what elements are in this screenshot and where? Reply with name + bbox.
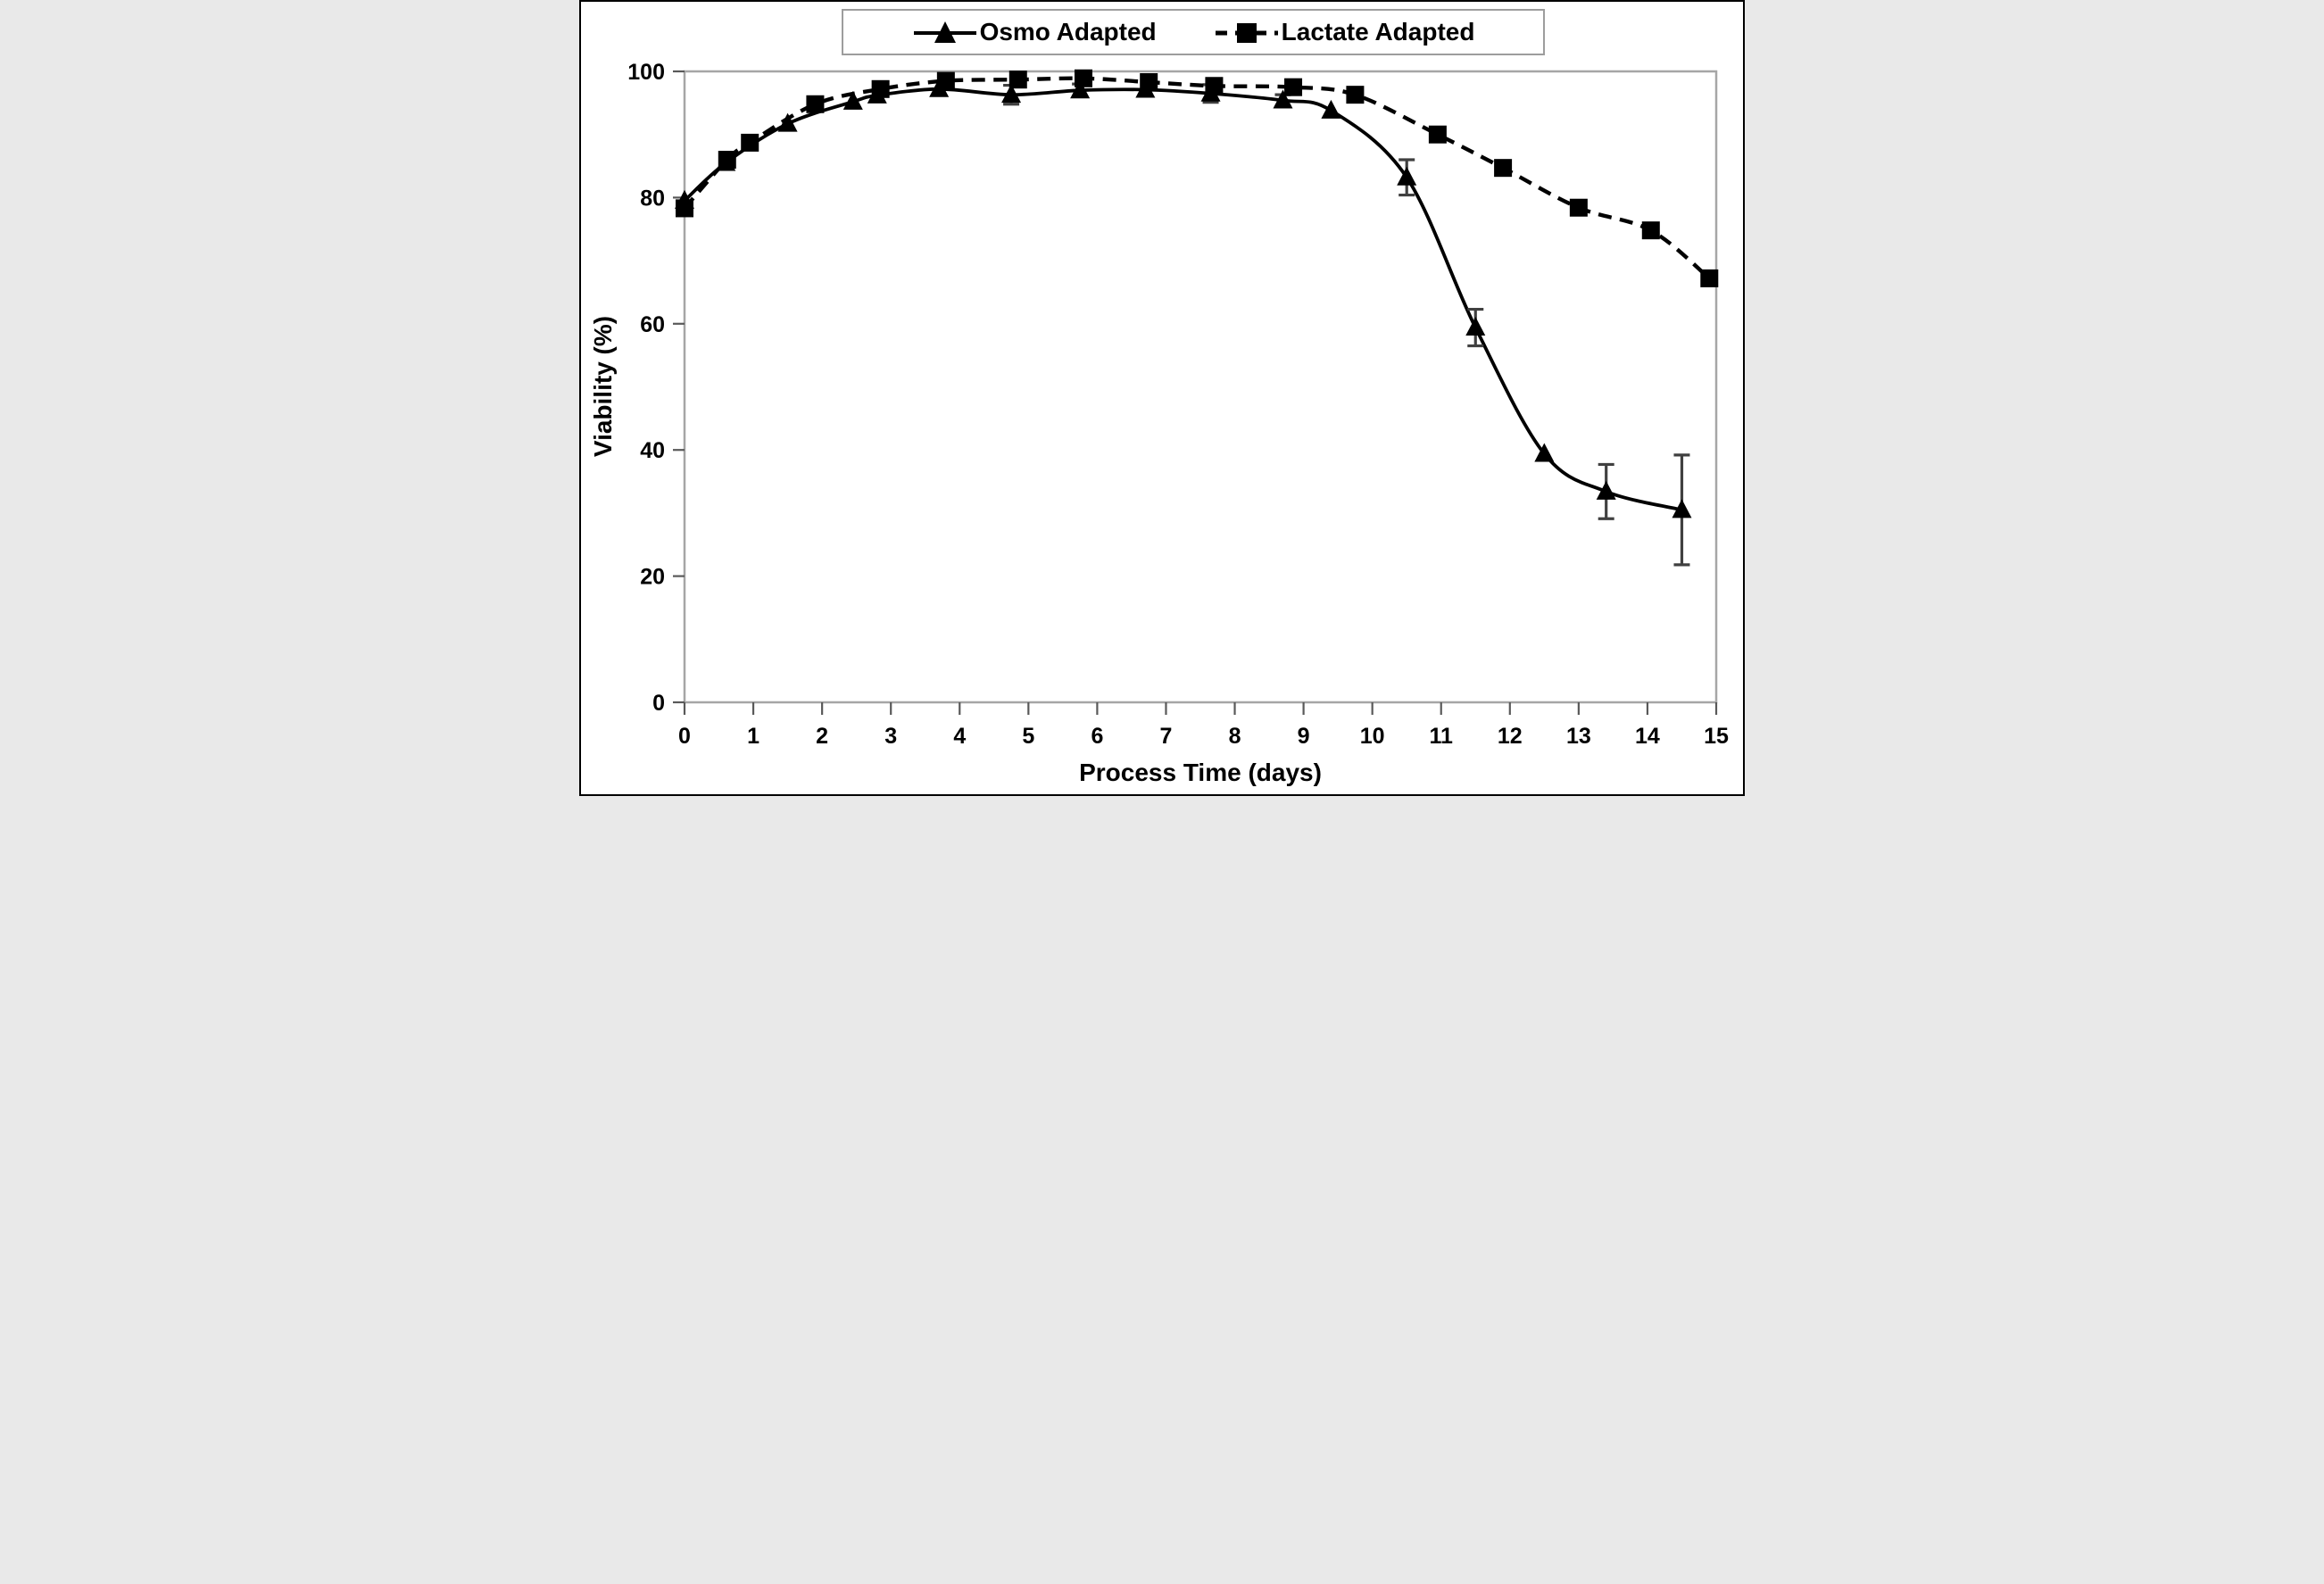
y-tick-label: 0: [652, 691, 665, 716]
x-tick-label: 2: [816, 724, 828, 749]
legend: Osmo Adapted Lactate Adapted: [842, 9, 1545, 55]
y-tick-label: 20: [640, 565, 665, 590]
x-tick-label: 11: [1430, 724, 1454, 749]
series-line-osmo: [683, 87, 1682, 512]
x-tick-label: 9: [1298, 724, 1310, 749]
data-point-square: [676, 199, 693, 218]
x-tick-label: 14: [1635, 724, 1660, 749]
data-point-square: [1205, 77, 1224, 95]
data-point-square: [806, 95, 825, 113]
data-point-triangle: [1070, 79, 1091, 99]
data-point-square: [1569, 198, 1588, 217]
data-point-triangle: [1596, 480, 1616, 500]
y-tick-label: 80: [640, 186, 665, 211]
data-point-square: [1494, 159, 1513, 178]
data-point-triangle: [1534, 443, 1555, 462]
data-point-triangle: [1397, 166, 1417, 186]
data-point-square: [1140, 73, 1158, 92]
x-tick-label: 10: [1360, 724, 1385, 749]
plot-frame: [683, 70, 1718, 704]
x-tick-label: 5: [1022, 724, 1034, 749]
data-point-triangle: [1273, 89, 1293, 109]
y-axis-title: Viability (%): [589, 316, 617, 457]
x-tick-label: 15: [1704, 724, 1729, 749]
x-tick-label: 4: [953, 724, 966, 749]
data-point-triangle: [777, 112, 798, 132]
data-point-square: [1346, 86, 1365, 104]
x-tick-label: 6: [1091, 724, 1103, 749]
y-tick-label: 60: [640, 312, 665, 337]
triangle-marker-icon: [913, 21, 976, 43]
data-point-square: [936, 71, 955, 90]
x-tick-label: 1: [747, 724, 759, 749]
data-point-square: [1008, 70, 1027, 89]
x-tick-label: 7: [1160, 724, 1173, 749]
data-point-triangle: [1672, 499, 1692, 518]
data-point-triangle: [1465, 317, 1486, 336]
square-marker-icon: [1215, 23, 1278, 43]
data-point-square: [1700, 269, 1719, 287]
data-point-triangle: [842, 90, 863, 110]
data-point-square: [1641, 221, 1660, 240]
legend-item-osmo-adapted: Osmo Adapted: [912, 18, 1157, 46]
y-tick-label: 100: [627, 60, 665, 85]
data-point-square: [1074, 69, 1092, 87]
x-tick-label: 8: [1229, 724, 1241, 749]
x-tick-label: 12: [1498, 724, 1523, 749]
data-point-square: [1428, 125, 1447, 144]
legend-item-lactate-adapted: Lactate Adapted: [1214, 18, 1475, 46]
data-point-square: [718, 150, 736, 169]
data-point-square: [1284, 78, 1303, 96]
y-tick-label: 40: [640, 438, 665, 463]
data-point-square: [871, 79, 890, 98]
data-point-square: [741, 133, 759, 152]
x-tick-label: 13: [1566, 724, 1591, 749]
x-axis-title: Process Time (days): [1079, 759, 1322, 786]
x-tick-label: 0: [678, 724, 691, 749]
legend-item-label: Lactate Adapted: [1281, 18, 1475, 46]
data-point-triangle: [1321, 99, 1341, 119]
x-tick-label: 3: [884, 724, 897, 749]
legend-item-label: Osmo Adapted: [979, 18, 1157, 46]
series-line-lactate: [683, 76, 1711, 280]
data-point-triangle: [1001, 84, 1022, 104]
